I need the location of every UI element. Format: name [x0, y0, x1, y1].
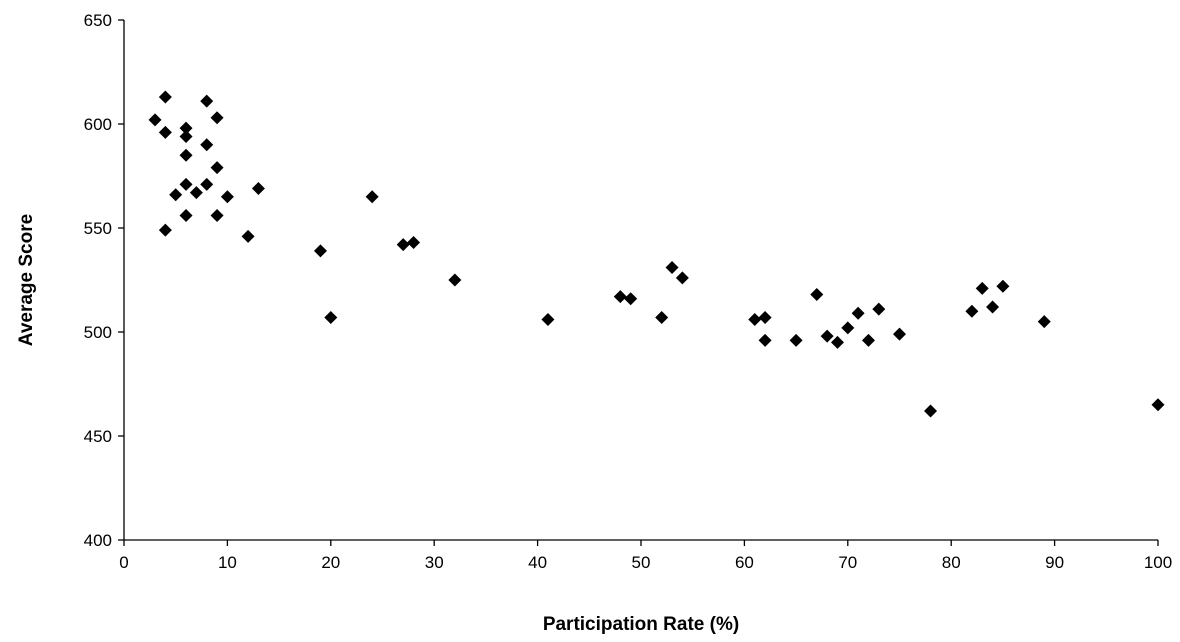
data-point	[179, 121, 193, 135]
data-point	[861, 333, 875, 347]
x-tick-label: 40	[528, 553, 547, 572]
data-point	[158, 90, 172, 104]
x-tick-label: 50	[632, 553, 651, 572]
x-tick-label: 90	[1045, 553, 1064, 572]
x-tick-label: 20	[321, 553, 340, 572]
data-point	[179, 129, 193, 143]
data-point	[541, 313, 555, 327]
y-tick-label: 400	[84, 531, 112, 550]
data-point	[179, 177, 193, 191]
data-point	[830, 335, 844, 349]
y-axis-ticks: 400 450 500 550 600 650	[84, 11, 124, 550]
data-point	[675, 271, 689, 285]
data-point	[210, 161, 224, 175]
data-point	[841, 321, 855, 335]
data-point	[241, 229, 255, 243]
data-point	[251, 181, 265, 195]
data-point	[448, 273, 462, 287]
data-point	[148, 113, 162, 127]
x-tick-label: 80	[942, 553, 961, 572]
data-point	[872, 302, 886, 316]
data-point	[1037, 315, 1051, 329]
data-point	[613, 290, 627, 304]
data-point	[820, 329, 834, 343]
data-point	[189, 186, 203, 200]
x-axis-ticks: 0 10 20 30 40 50 60 70 80 90 100	[119, 540, 1172, 572]
y-tick-label: 600	[84, 115, 112, 134]
x-tick-label: 70	[838, 553, 857, 572]
data-point	[996, 279, 1010, 293]
data-point	[924, 404, 938, 418]
data-point	[986, 300, 1000, 314]
x-tick-label: 60	[735, 553, 754, 572]
data-point	[169, 188, 183, 202]
data-point	[324, 310, 338, 324]
data-point	[158, 125, 172, 139]
data-point	[200, 94, 214, 108]
y-tick-label: 500	[84, 323, 112, 342]
data-point	[179, 148, 193, 162]
data-point	[313, 244, 327, 258]
data-point	[665, 261, 679, 275]
data-point	[210, 111, 224, 125]
data-point	[758, 310, 772, 324]
data-point	[1151, 398, 1165, 412]
data-points	[148, 90, 1165, 418]
data-point	[624, 292, 638, 306]
data-point	[789, 333, 803, 347]
y-tick-label: 550	[84, 219, 112, 238]
data-point	[158, 223, 172, 237]
data-point	[210, 209, 224, 223]
data-point	[179, 209, 193, 223]
y-tick-label: 650	[84, 11, 112, 30]
data-point	[200, 177, 214, 191]
y-axis-title: Average Score	[16, 214, 37, 346]
data-point	[655, 310, 669, 324]
data-point	[220, 190, 234, 204]
x-tick-label: 30	[425, 553, 444, 572]
x-tick-label: 10	[218, 553, 237, 572]
x-axis-title: Participation Rate (%)	[543, 614, 739, 635]
y-tick-label: 450	[84, 427, 112, 446]
data-point	[965, 304, 979, 318]
data-point	[365, 190, 379, 204]
data-point	[810, 288, 824, 302]
x-tick-label: 0	[119, 553, 128, 572]
data-point	[200, 138, 214, 152]
data-point	[851, 306, 865, 320]
data-point	[758, 333, 772, 347]
data-point	[396, 238, 410, 252]
data-point	[975, 281, 989, 295]
data-point	[893, 327, 906, 341]
data-point	[407, 236, 421, 250]
data-point	[748, 313, 762, 327]
x-tick-label: 100	[1144, 553, 1172, 572]
